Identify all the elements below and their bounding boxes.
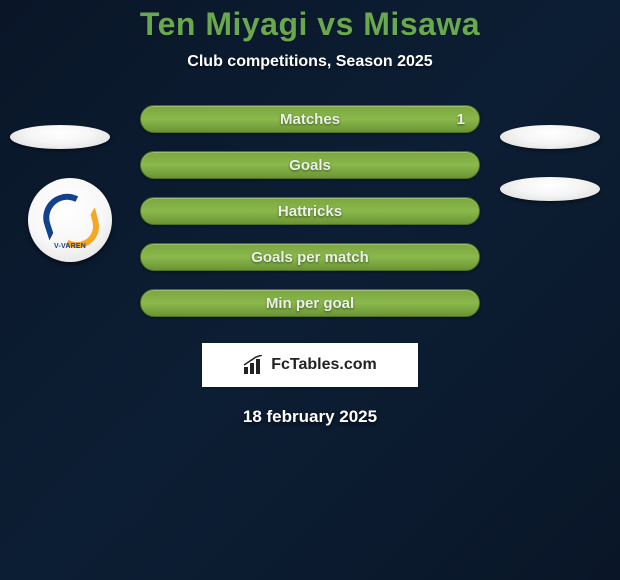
stat-label: Goals per match (141, 244, 479, 272)
stat-row: Goals (0, 151, 620, 197)
stat-row: Matches 1 (0, 105, 620, 151)
date-text: 18 february 2025 (0, 407, 620, 427)
brand-text: FcTables.com (271, 356, 377, 374)
stat-pill-goals-per-match: Goals per match (140, 243, 480, 271)
stat-label: Matches (141, 106, 479, 134)
stat-pill-matches: Matches 1 (140, 105, 480, 133)
stat-label: Hattricks (141, 198, 479, 226)
bar-chart-icon (243, 355, 265, 375)
subtitle: Club competitions, Season 2025 (0, 53, 620, 71)
stat-row: Min per goal (0, 289, 620, 335)
stat-row: Hattricks (0, 197, 620, 243)
stat-value: 1 (457, 106, 465, 134)
stat-pill-min-per-goal: Min per goal (140, 289, 480, 317)
stat-label: Min per goal (141, 290, 479, 318)
stat-label: Goals (141, 152, 479, 180)
stat-pill-hattricks: Hattricks (140, 197, 480, 225)
brand-box: FcTables.com (202, 343, 418, 387)
infographic: Ten Miyagi vs Misawa Club competitions, … (0, 0, 620, 580)
stat-row: Goals per match (0, 243, 620, 289)
page-title: Ten Miyagi vs Misawa (0, 6, 620, 43)
stat-pill-goals: Goals (140, 151, 480, 179)
